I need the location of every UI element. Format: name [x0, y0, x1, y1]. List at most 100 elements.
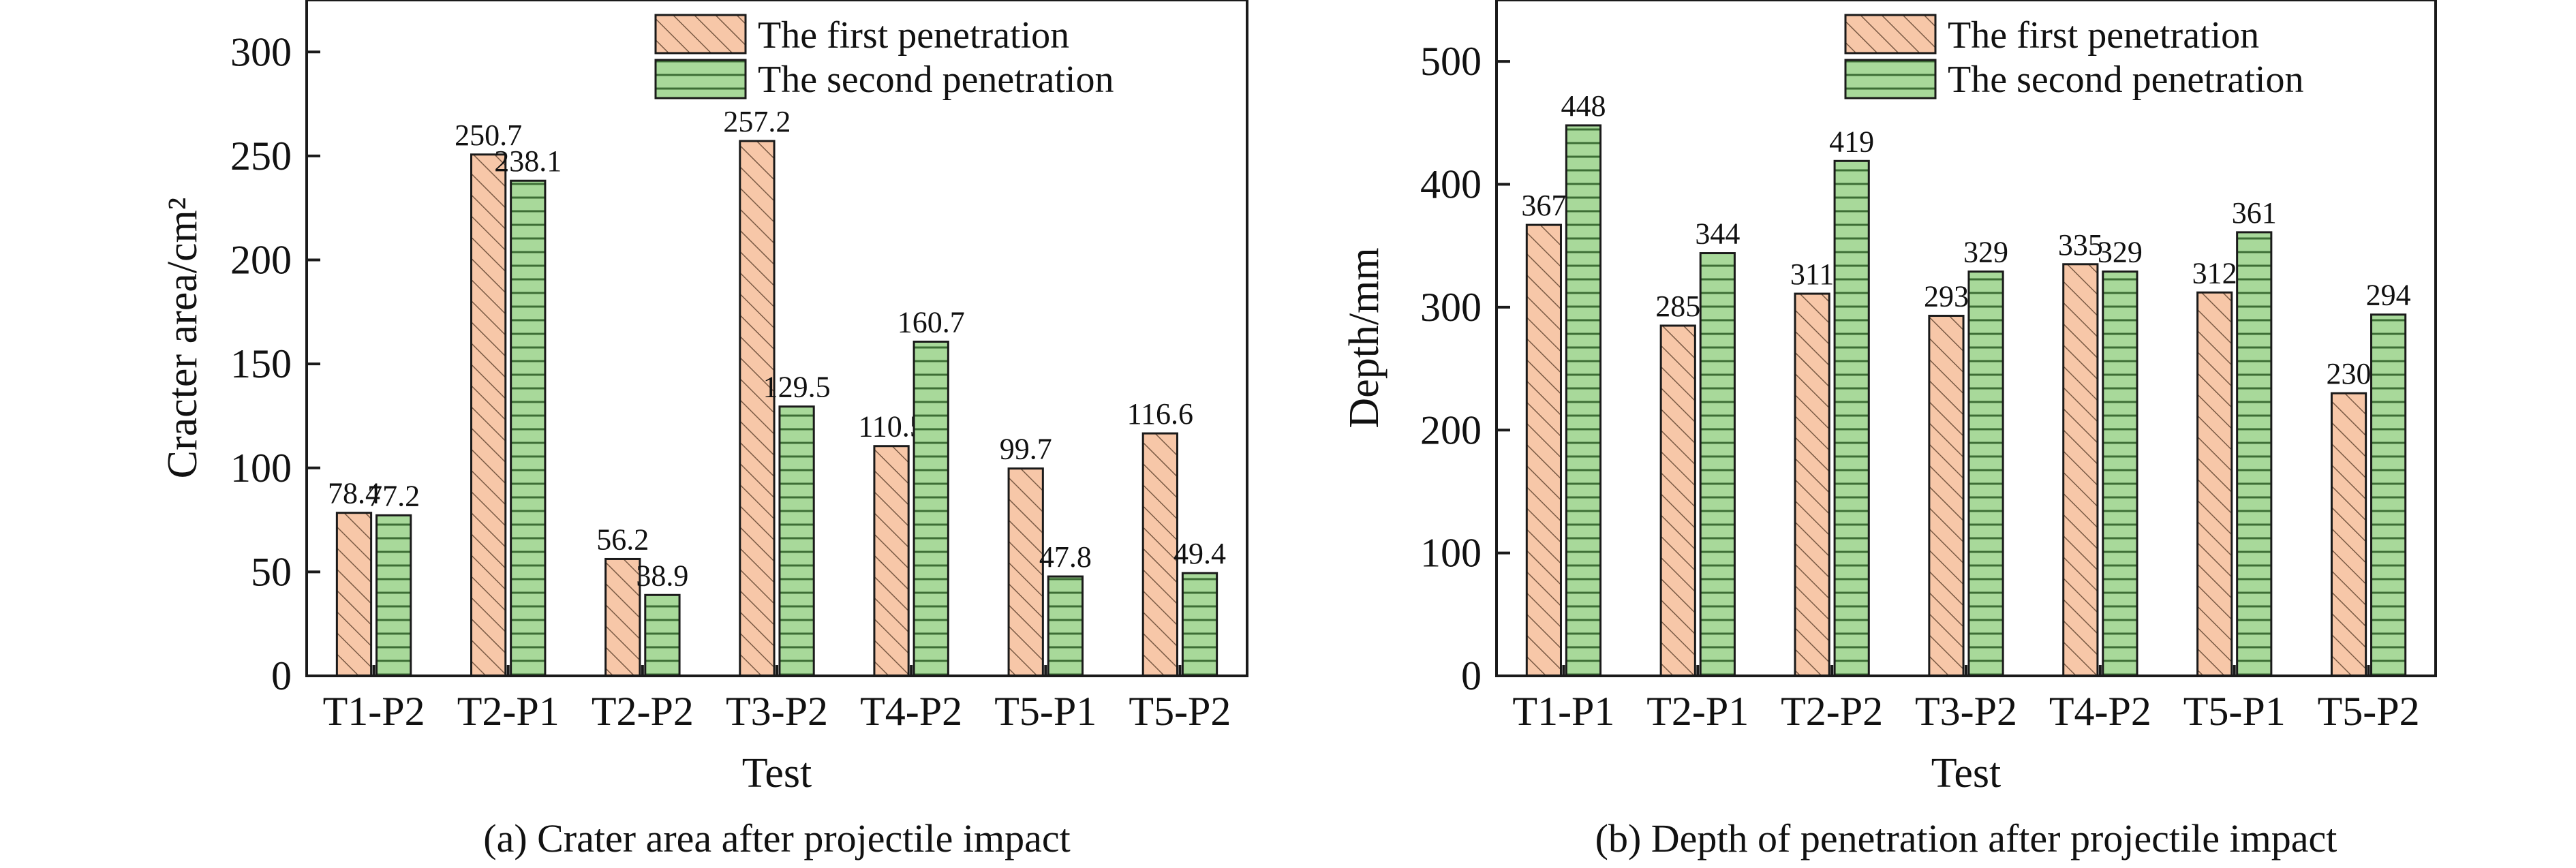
- chart-b-bar-second-t2-p2: [1833, 159, 1870, 677]
- chart-a-data-label: 47.8: [1039, 540, 1092, 574]
- chart-a-y-tick-label: 0: [271, 653, 292, 698]
- chart-b-data-label: 367: [1521, 189, 1566, 222]
- chart-a-data-label: 160.7: [898, 305, 965, 339]
- chart-a-data-label: 56.2: [596, 523, 649, 556]
- chart-b-caption: (b) Depth of penetration after projectil…: [1595, 816, 2337, 861]
- chart-b-data-label: 311: [1790, 258, 1834, 291]
- chart-b-legend-swatch-second: [1844, 59, 1937, 99]
- chart-b-x-tick-label: T3-P2: [1915, 689, 2017, 734]
- chart-b-data-label: 361: [2232, 196, 2277, 230]
- chart-a-bar-second-t2-p2: [644, 593, 681, 677]
- chart-a-data-label: 250.7: [455, 119, 522, 152]
- chart-b-data-label: 329: [2098, 236, 2143, 269]
- chart-a-y-tick-label: 300: [230, 29, 292, 74]
- chart-b-x-tick-label: T5-P1: [2183, 689, 2286, 734]
- chart-a-y-tick-label: 100: [230, 446, 292, 491]
- chart-a-x-tick-label: T4-P2: [860, 689, 962, 734]
- chart-b-x-axis-title: Test: [1931, 750, 2001, 796]
- chart-a-plot-frame: [305, 0, 1248, 677]
- chart-a-y-axis-title: Cracter area/cm²: [159, 198, 206, 479]
- chart-b-data-label: 419: [1829, 125, 1874, 158]
- chart-a-data-label: 116.6: [1127, 397, 1193, 431]
- chart-b-data-label: 230: [2327, 357, 2372, 390]
- chart-a-data-label: 77.2: [367, 479, 420, 512]
- chart-a-y-tick-label: 50: [251, 549, 292, 594]
- chart-a-bar-second-t5-p1: [1047, 575, 1084, 677]
- chart-b-data-label: 448: [1561, 89, 1606, 123]
- chart-a-x-tick-label: T2-P2: [592, 689, 694, 734]
- chart-b-x-tick-label: T4-P2: [2049, 689, 2151, 734]
- chart-a-bar-second-t4-p2: [913, 340, 949, 677]
- chart-a-y-tick-label: 150: [230, 341, 292, 386]
- chart-a-bar-first-t2-p2: [604, 557, 641, 677]
- chart-a-y-tick-label: 250: [230, 134, 292, 179]
- chart-a-data-label: 49.4: [1174, 537, 1226, 570]
- chart-b-data-label: 294: [2366, 279, 2411, 312]
- chart-b-y-tick-label: 100: [1420, 531, 1482, 576]
- chart-b-y-tick-label: 0: [1461, 653, 1482, 698]
- chart-a-x-axis-title: Test: [742, 750, 812, 796]
- chart-a-legend-label-second: The second penetration: [758, 59, 1114, 101]
- chart-b-bar-first-t5-p2: [2330, 392, 2367, 677]
- chart-b-bar-first-t3-p2: [1928, 315, 1965, 677]
- chart-b-bar-second-t1-p1: [1565, 124, 1602, 677]
- chart-a-data-label: 257.2: [723, 105, 791, 138]
- chart-a-y-tick-label: 200: [230, 238, 292, 283]
- chart-b-bar-first-t2-p1: [1659, 324, 1696, 677]
- chart-b-x-tick-label: T2-P1: [1646, 689, 1749, 734]
- chart-a-gridlayer: 0 50 100 150 200 250 300 T1-P2 78.477.2 T2-P1 250.…: [230, 29, 1231, 734]
- chart-a-bar-first-t3-p2: [739, 140, 776, 677]
- chart-a-bar-first-t5-p1: [1007, 467, 1044, 677]
- chart-b-data-label: 293: [1924, 280, 1969, 313]
- chart-b-y-tick-label: 400: [1420, 162, 1482, 207]
- chart-b-y-tick-label: 300: [1420, 285, 1482, 330]
- chart-a-legend: The first penetration The second penetra…: [654, 14, 1114, 101]
- chart-a-bar-second-t3-p2: [778, 405, 815, 677]
- chart-b-x-tick-label: T1-P1: [1512, 689, 1614, 734]
- chart-b-bar-first-t2-p2: [1794, 292, 1830, 677]
- chart-b-bar-first-t4-p2: [2062, 263, 2099, 677]
- chart-a-data-label: 238.1: [494, 144, 562, 178]
- chart-b-gridlayer: 0 100 200 300 400 500 T1-P1 367 448 T2-P1 285 344 T2…: [1420, 39, 2420, 734]
- chart-b-data-label: 335: [2058, 228, 2103, 262]
- chart-b-data-label: 329: [1963, 236, 2008, 269]
- chart-b-bar-second-t3-p2: [1967, 270, 2004, 677]
- chart-b-bar-first-t5-p1: [2196, 291, 2233, 677]
- chart-b-bar-second-t5-p1: [2236, 231, 2273, 677]
- chart-a-x-tick-label: T5-P1: [994, 689, 1097, 734]
- chart-a-x-tick-label: T3-P2: [726, 689, 828, 734]
- chart-b-data-label: 344: [1695, 217, 1740, 251]
- chart-a-data-label: 78.4: [328, 477, 380, 510]
- chart-b-bar-second-t2-p1: [1699, 252, 1736, 677]
- chart-a-bar-second-t2-p1: [510, 179, 547, 677]
- chart-a-x-tick-label: T2-P1: [457, 689, 559, 734]
- chart-a-bar-first-t1-p2: [335, 512, 373, 677]
- chart-b-legend-label-first: The first penetration: [1948, 14, 2259, 57]
- chart-b-y-tick-label: 200: [1420, 407, 1482, 452]
- chart-a-caption: (a) Crater area after projectile impact: [483, 816, 1070, 861]
- chart-a-bar-second-t5-p2: [1181, 572, 1218, 677]
- chart-b-bar-first-t1-p1: [1525, 223, 1562, 677]
- chart-b-data-label: 285: [1655, 290, 1700, 323]
- chart-a-data-label: 129.5: [763, 371, 831, 404]
- chart-a-bar-second-t1-p2: [375, 514, 412, 677]
- chart-a-bar-first-t2-p1: [470, 153, 507, 677]
- chart-a-crater-area: 0 50 100 150 200 250 300 T1-P2 78.477.2 T2-P1 250.…: [159, 0, 1248, 861]
- chart-b-y-tick-label: 500: [1420, 39, 1482, 84]
- chart-a-legend-swatch-first: [654, 14, 747, 55]
- chart-a-data-label: 38.9: [636, 559, 688, 592]
- chart-a-x-tick-label: T1-P2: [323, 689, 425, 734]
- chart-a-x-tick-label: T5-P2: [1129, 689, 1231, 734]
- chart-b-bar-second-t5-p2: [2370, 313, 2407, 677]
- chart-b-data-label: 312: [2192, 256, 2237, 290]
- chart-b-plot-frame: [1495, 0, 2437, 677]
- chart-b-legend-label-second: The second penetration: [1948, 59, 2303, 101]
- chart-b-bar-second-t4-p2: [2102, 270, 2138, 677]
- chart-b-x-tick-label: T2-P2: [1781, 689, 1883, 734]
- chart-b-legend-swatch-first: [1844, 14, 1937, 55]
- chart-b-legend: The first penetration The second penetra…: [1844, 14, 2303, 101]
- chart-a-data-label: 99.7: [1000, 433, 1052, 466]
- chart-a-legend-swatch-second: [654, 59, 747, 99]
- chart-a-legend-label-first: The first penetration: [758, 14, 1069, 57]
- chart-b-y-axis-title: Depth/mm: [1341, 247, 1387, 428]
